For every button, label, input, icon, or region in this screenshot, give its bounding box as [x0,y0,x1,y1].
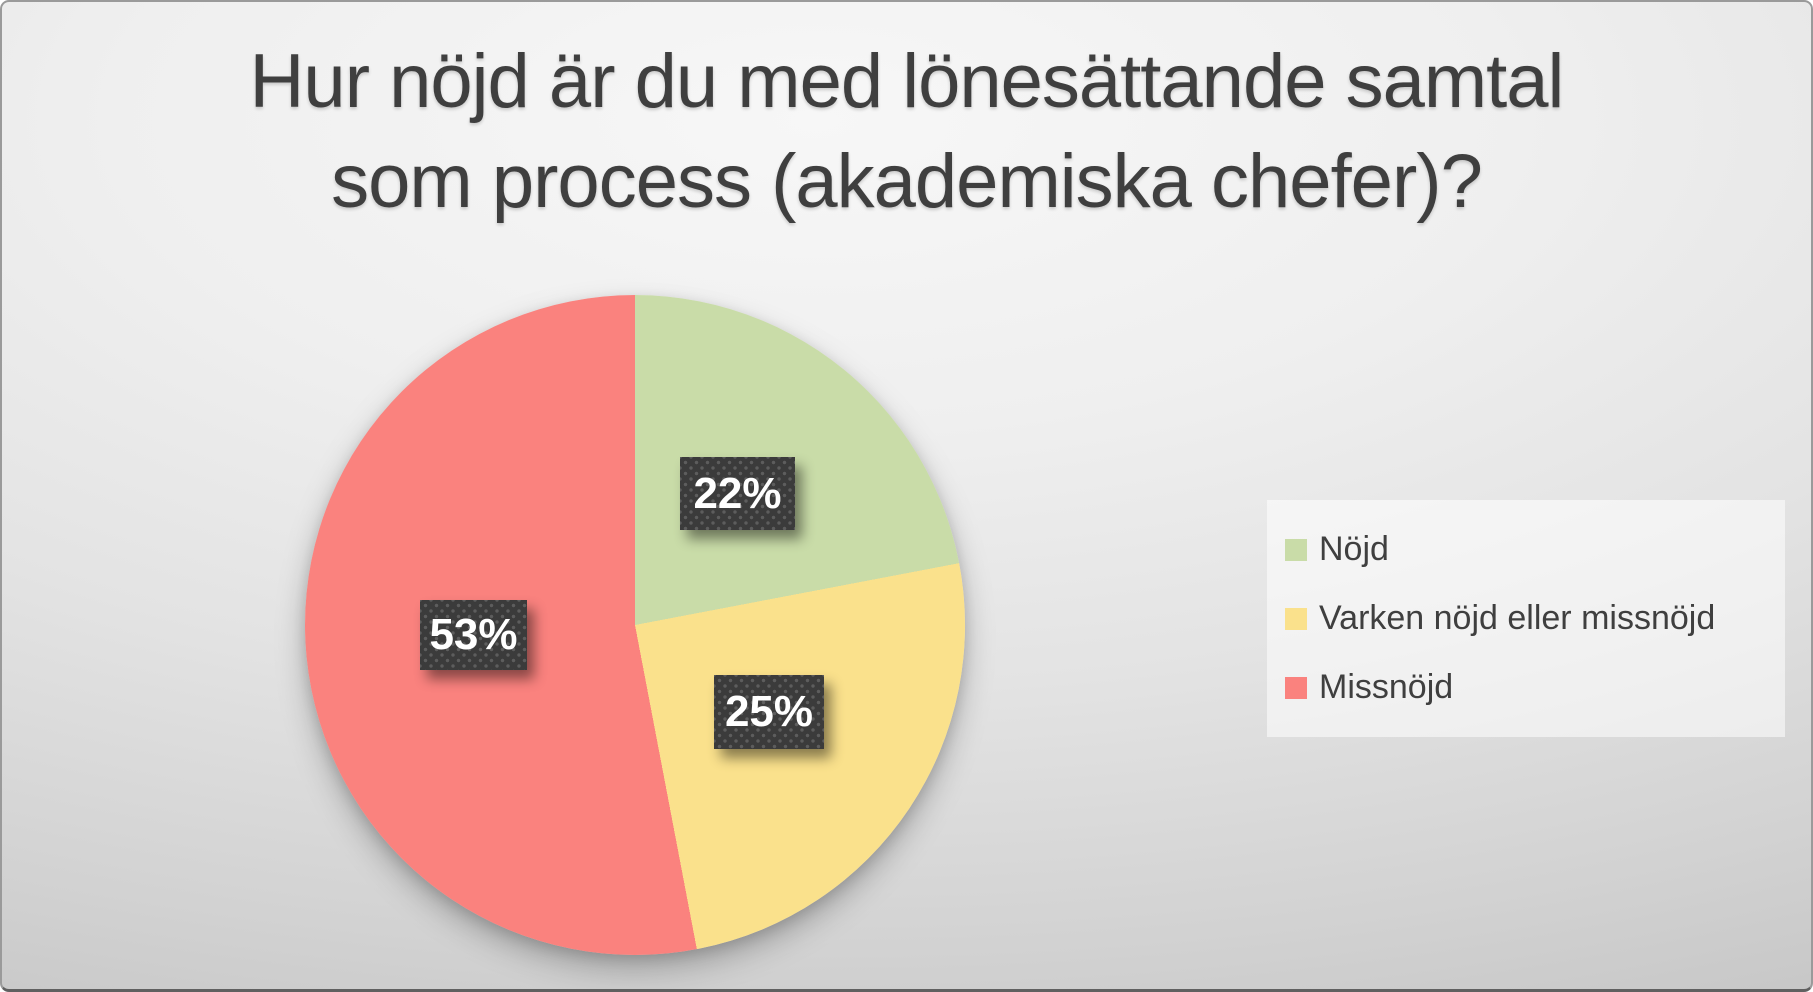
chart-title-line-1: Hur nöjd är du med lönesättande samtal [249,39,1565,124]
chart-title: Hur nöjd är du med lönesättande samtal s… [2,32,1811,232]
data-label-nojd: 22% [680,457,795,530]
data-label-nojd-value: 22% [693,468,782,518]
data-label-varken-value: 25% [724,687,814,736]
legend-label-varken: Varken nöjd eller missnöjd [1319,599,1716,637]
chart-title-line-2: som process (akademiska chefer)? [331,139,1483,224]
pie-chart [305,295,965,955]
legend-swatch-varken [1285,607,1307,630]
data-label-missnojd: 53% [420,600,527,670]
legend-swatch-nojd [1285,538,1307,561]
legend-swatch-missnojd [1285,676,1307,699]
data-label-missnojd-value: 53% [429,610,518,659]
legend-label-nojd: Nöjd [1319,530,1389,568]
data-label-varken: 25% [714,675,824,749]
legend-item-missnojd: Missnöjd [1285,668,1785,707]
legend-label-missnojd: Missnöjd [1319,668,1454,706]
legend-item-nojd: Nöjd [1285,530,1785,569]
legend-item-varken: Varken nöjd eller missnöjd [1285,599,1785,638]
legend: Nöjd Varken nöjd eller missnöjd Missnöjd [1267,500,1785,737]
